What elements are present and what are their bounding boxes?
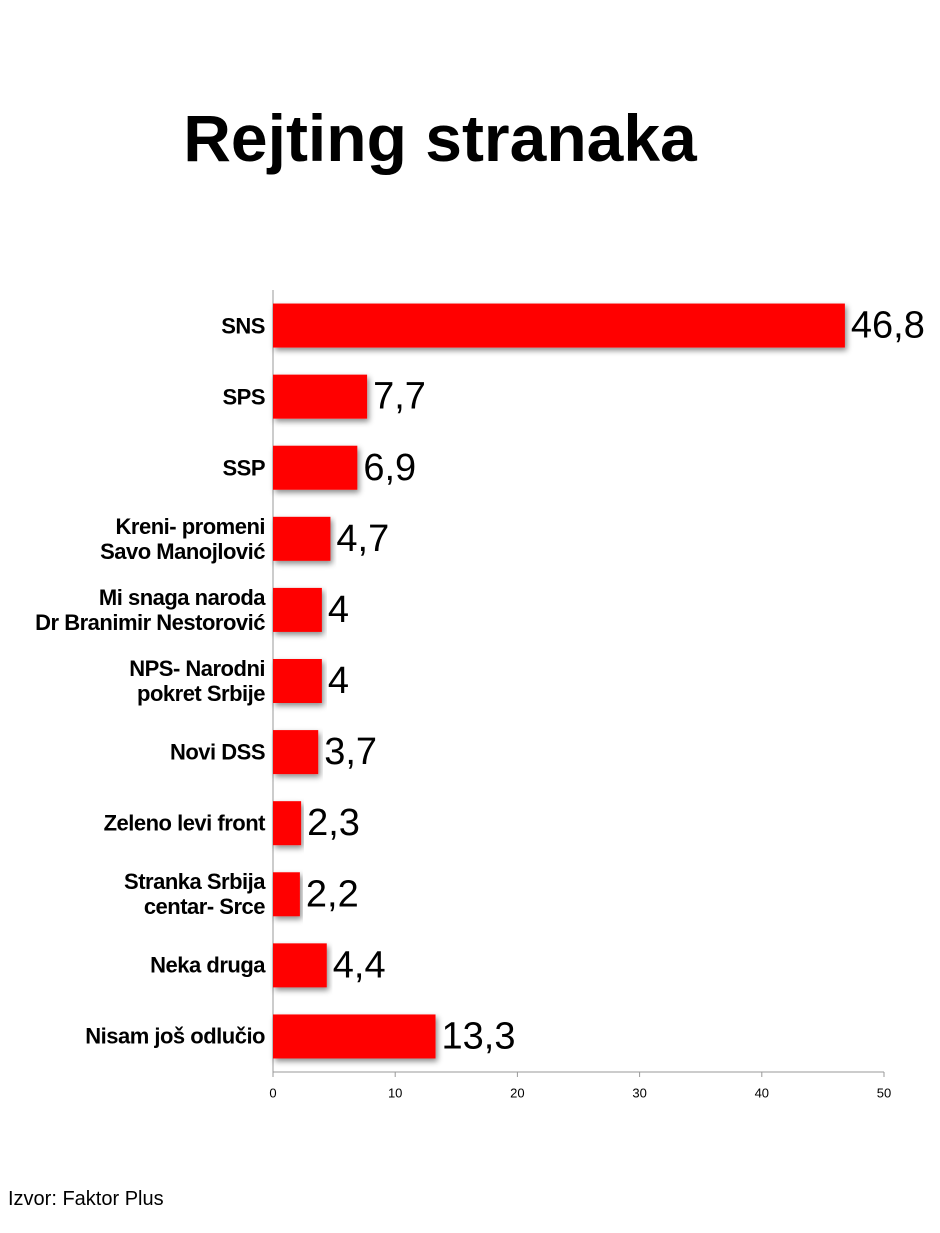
value-label: 46,8 <box>851 305 925 347</box>
bar <box>273 587 322 632</box>
value-label: 7,7 <box>373 376 426 418</box>
value-label: 13,3 <box>442 1015 516 1057</box>
category-label: SPS <box>222 384 265 410</box>
value-label: 4 <box>328 589 349 631</box>
bar <box>273 516 331 561</box>
source: Izvor: Faktor Plus <box>8 1188 164 1210</box>
bar <box>273 374 368 419</box>
value-label: 6,9 <box>363 447 416 489</box>
x-tick-label: 20 <box>510 1085 524 1100</box>
value-label: 4,4 <box>333 944 386 986</box>
value-label: 2,2 <box>306 873 359 915</box>
category-label: SNS <box>221 313 265 339</box>
x-tick-label: 10 <box>388 1085 402 1100</box>
category-label: Mi snaga naroda Dr Branimir Nestorović <box>35 584 265 635</box>
chart-title: Rejting stranaka <box>183 101 697 175</box>
value-label: 2,3 <box>307 802 360 844</box>
bar <box>273 303 845 348</box>
category-label: Neka druga <box>150 952 265 978</box>
category-label: SSP <box>222 455 265 481</box>
value-label: 3,7 <box>324 731 377 773</box>
x-tick-label: 0 <box>269 1085 276 1100</box>
bar <box>273 445 358 490</box>
bar <box>273 943 327 988</box>
category-label: NPS- Narodni pokret Srbije <box>129 656 265 706</box>
value-label: 4,7 <box>336 518 389 560</box>
x-tick-label: 40 <box>755 1085 769 1100</box>
category-label: Zeleno levi front <box>103 810 266 836</box>
bar <box>273 801 302 846</box>
category-label: Novi DSS <box>169 739 266 765</box>
bar <box>273 872 300 917</box>
bar <box>273 1014 436 1059</box>
category-label: Kreni- promeni Savo Manojlović <box>100 513 265 564</box>
x-tick-label: 30 <box>632 1085 646 1100</box>
bar <box>273 730 319 775</box>
category-label: Stranka Srbija centar- Srce <box>124 869 265 920</box>
value-label: 4 <box>328 660 349 702</box>
bar <box>273 659 322 703</box>
category-label: Nisam još odlučio <box>85 1023 265 1049</box>
x-tick-label: 50 <box>877 1085 891 1100</box>
